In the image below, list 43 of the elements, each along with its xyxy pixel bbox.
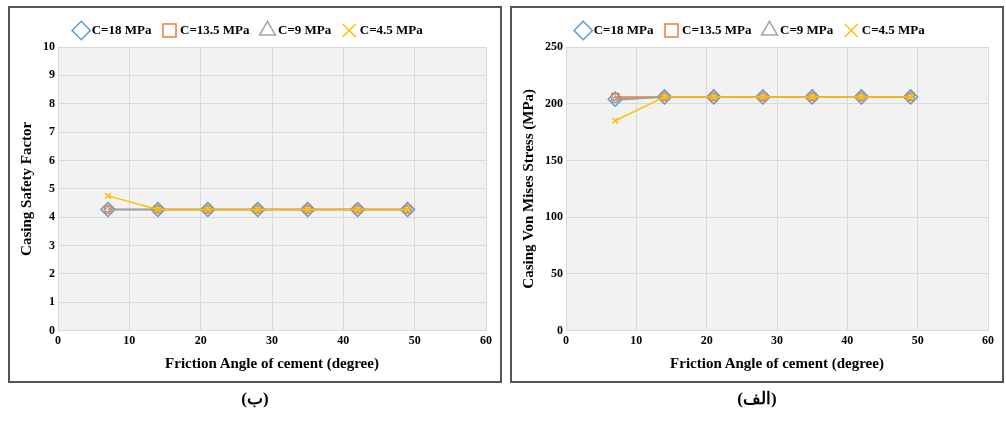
legend-label: C=18 MPa <box>593 21 654 37</box>
legend-label: C=18 MPa <box>91 21 152 37</box>
x-tick-label: 10 <box>630 332 643 347</box>
y-tick-label: 0 <box>49 322 55 337</box>
y-tick-label: 8 <box>49 95 55 110</box>
x-tick-label: 20 <box>194 332 207 347</box>
legend-label: C=4.5 MPa <box>359 21 424 37</box>
y-tick-label: 150 <box>545 152 563 167</box>
y-tick-label: 5 <box>49 180 55 195</box>
y-tick-label: 3 <box>49 237 55 252</box>
x-axis-title: Friction Angle of cement (degree) <box>165 354 379 372</box>
text: (ب) <box>240 388 270 409</box>
x-tick-label: 60 <box>982 332 994 347</box>
legend-label: C=9 MPa <box>780 21 834 37</box>
y-tick-label: 10 <box>43 39 55 54</box>
x-tick-label: 40 <box>841 332 854 347</box>
x-tick-label: 30 <box>266 332 278 347</box>
y-axis-title: Casing Safety Factor <box>17 121 34 256</box>
x-tick-label: 40 <box>337 332 350 347</box>
legend-label: C=13.5 MPa <box>179 21 250 37</box>
legend-label: C=4.5 MPa <box>861 21 926 37</box>
x-tick-label: 50 <box>408 332 421 347</box>
y-tick-label: 250 <box>545 39 563 54</box>
x-tick-label: 30 <box>771 332 783 347</box>
y-tick-label: 0 <box>557 322 563 337</box>
x-tick-label: 10 <box>123 332 136 347</box>
y-tick-label: 100 <box>545 209 563 224</box>
legend-label: C=13.5 MPa <box>681 21 752 37</box>
y-tick-label: 6 <box>49 152 55 167</box>
y-tick-label: 50 <box>551 265 563 280</box>
text: (الف) <box>736 388 778 409</box>
legend-label: C=9 MPa <box>278 21 332 37</box>
x-tick-label: 60 <box>480 332 492 347</box>
y-tick-label: 9 <box>49 67 55 82</box>
x-tick-label: 50 <box>911 332 924 347</box>
y-tick-label: 2 <box>49 265 55 280</box>
y-tick-label: 1 <box>49 294 55 309</box>
y-tick-label: 4 <box>49 209 55 224</box>
x-axis-title: Friction Angle of cement (degree) <box>670 354 884 372</box>
x-tick-label: 20 <box>700 332 713 347</box>
y-tick-label: 200 <box>545 95 563 110</box>
y-axis-title: Casing Von Mises Stress (MPa) <box>519 88 537 289</box>
y-tick-label: 7 <box>49 124 55 139</box>
